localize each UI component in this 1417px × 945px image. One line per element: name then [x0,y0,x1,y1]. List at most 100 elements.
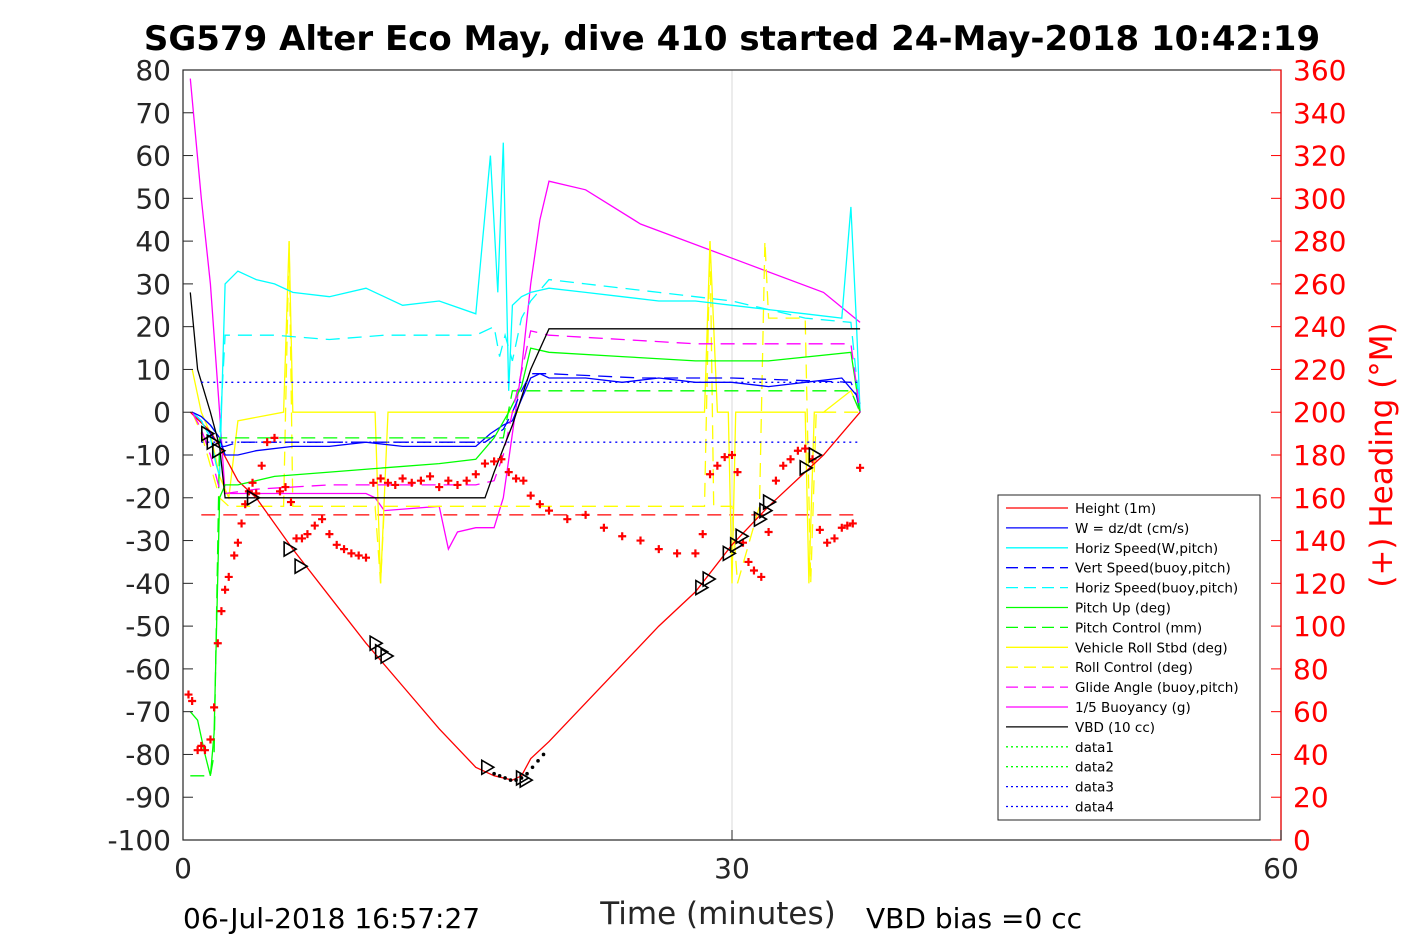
y2-tick-label: 180 [1293,439,1346,472]
bottom-point [497,774,502,778]
heading-point [744,557,753,566]
series-line-1-5-buoyancy-g [189,78,861,551]
heading-point [618,532,627,541]
heading-point [706,470,715,479]
y2-tick-label: 120 [1293,567,1346,600]
y2-tick-label: 0 [1293,824,1311,857]
x-tick-label: 0 [174,852,192,885]
heading-point [347,549,356,558]
triangle-marker [735,527,750,545]
y-tick-label: -60 [125,653,171,686]
heading-point [793,446,802,455]
heading-point [200,746,209,755]
heading-point [332,540,341,549]
y-tick-label: 70 [135,97,171,130]
triangle-marker [283,540,298,558]
heading-point [325,530,334,539]
heading-point [416,476,425,485]
y-tick-label: 20 [135,311,171,344]
heading-point [275,487,284,496]
bottom-point [519,776,524,780]
left-y-axis: 80 70 60 50 40 30 20 10 0 -10 -20 -30 -40 -50 -60 -70 -8… [107,54,193,857]
heading-point [362,553,370,562]
x-tick-label: 60 [1263,852,1299,885]
y2-tick-label: 200 [1293,396,1346,429]
heading-markers [184,433,865,755]
heading-point [435,483,444,492]
heading-point [263,438,272,447]
heading-point [217,607,226,616]
heading-point [471,470,480,479]
legend-label: W = dz/dt (cm/s) [1075,521,1189,537]
y-tick-label: -80 [125,738,171,771]
heading-point [823,538,832,547]
heading-point [504,468,513,477]
heading-point [407,478,416,487]
series-line-pitch-control-mm [190,390,861,777]
heading-point [318,515,327,524]
triangle-markers [200,425,823,789]
heading-point [843,521,852,530]
y2-tick-label: 340 [1293,97,1346,130]
heading-point [848,519,857,528]
heading-point [206,735,215,744]
legend-label: data3 [1075,780,1114,796]
legend-label: Vert Speed(buoy,pitch) [1075,561,1231,577]
heading-point [497,455,506,464]
heading-point [673,549,682,558]
heading-point [786,455,795,464]
heading-point [545,506,553,515]
heading-point [197,741,206,750]
legend-label: Vehicle Roll Stbd (deg) [1075,640,1228,656]
heading-point [193,746,202,755]
legend-label: Pitch Up (deg) [1075,601,1171,617]
legend-label: Height (1m) [1075,501,1156,517]
y-tick-label: -30 [125,525,171,558]
legend-box [997,494,1261,821]
legend-label: data2 [1075,760,1114,776]
heading-point [815,525,824,534]
triangle-marker [762,493,778,511]
footer-timestamp: 06-Jul-2018 16:57:27 [183,902,480,935]
legend-label: data1 [1075,740,1114,756]
heading-point [237,519,246,528]
bottom-point [541,752,546,757]
legend-label: VBD (10 cc) [1075,720,1155,736]
heading-point [213,639,222,648]
heading-point [599,523,608,532]
triangle-marker [702,570,717,588]
heading-point [383,478,392,487]
heading-point [691,549,700,558]
chart-title: SG579 Alter Eco May, dive 410 started 24… [144,19,1320,59]
heading-point [444,476,453,485]
series-line-w-dz-dt-cm-s [191,372,861,456]
bottom-point [530,765,535,770]
y2-tick-label: 280 [1293,225,1346,258]
heading-point [837,523,846,532]
bottom-point [503,776,507,780]
heading-point [398,474,407,483]
triangle-marker [246,489,262,507]
series-line-glide-angle-buoy-pitch [191,330,861,495]
y-tick-label: -40 [125,567,171,600]
legend-label: Horiz Speed(buoy,pitch) [1075,581,1238,597]
y-tick-label: 40 [135,225,171,258]
heading-point [698,530,707,539]
triangle-marker [294,557,309,575]
heading-point [462,476,471,485]
y-tick-label: -50 [125,610,171,643]
y-tick-label: 60 [135,140,171,173]
heading-point [281,483,290,492]
heading-point [563,515,572,524]
y2-tick-label: 40 [1293,738,1329,771]
heading-point [830,534,839,543]
y2-tick-label: 260 [1293,268,1346,301]
series-line-height-1m [189,411,861,781]
triangle-marker [380,647,395,665]
triangle-marker [799,459,814,477]
legend-label: Horiz Speed(W,pitch) [1075,541,1218,557]
bottom-point [514,778,518,782]
triangle-marker [480,758,496,776]
heading-point [801,444,810,453]
